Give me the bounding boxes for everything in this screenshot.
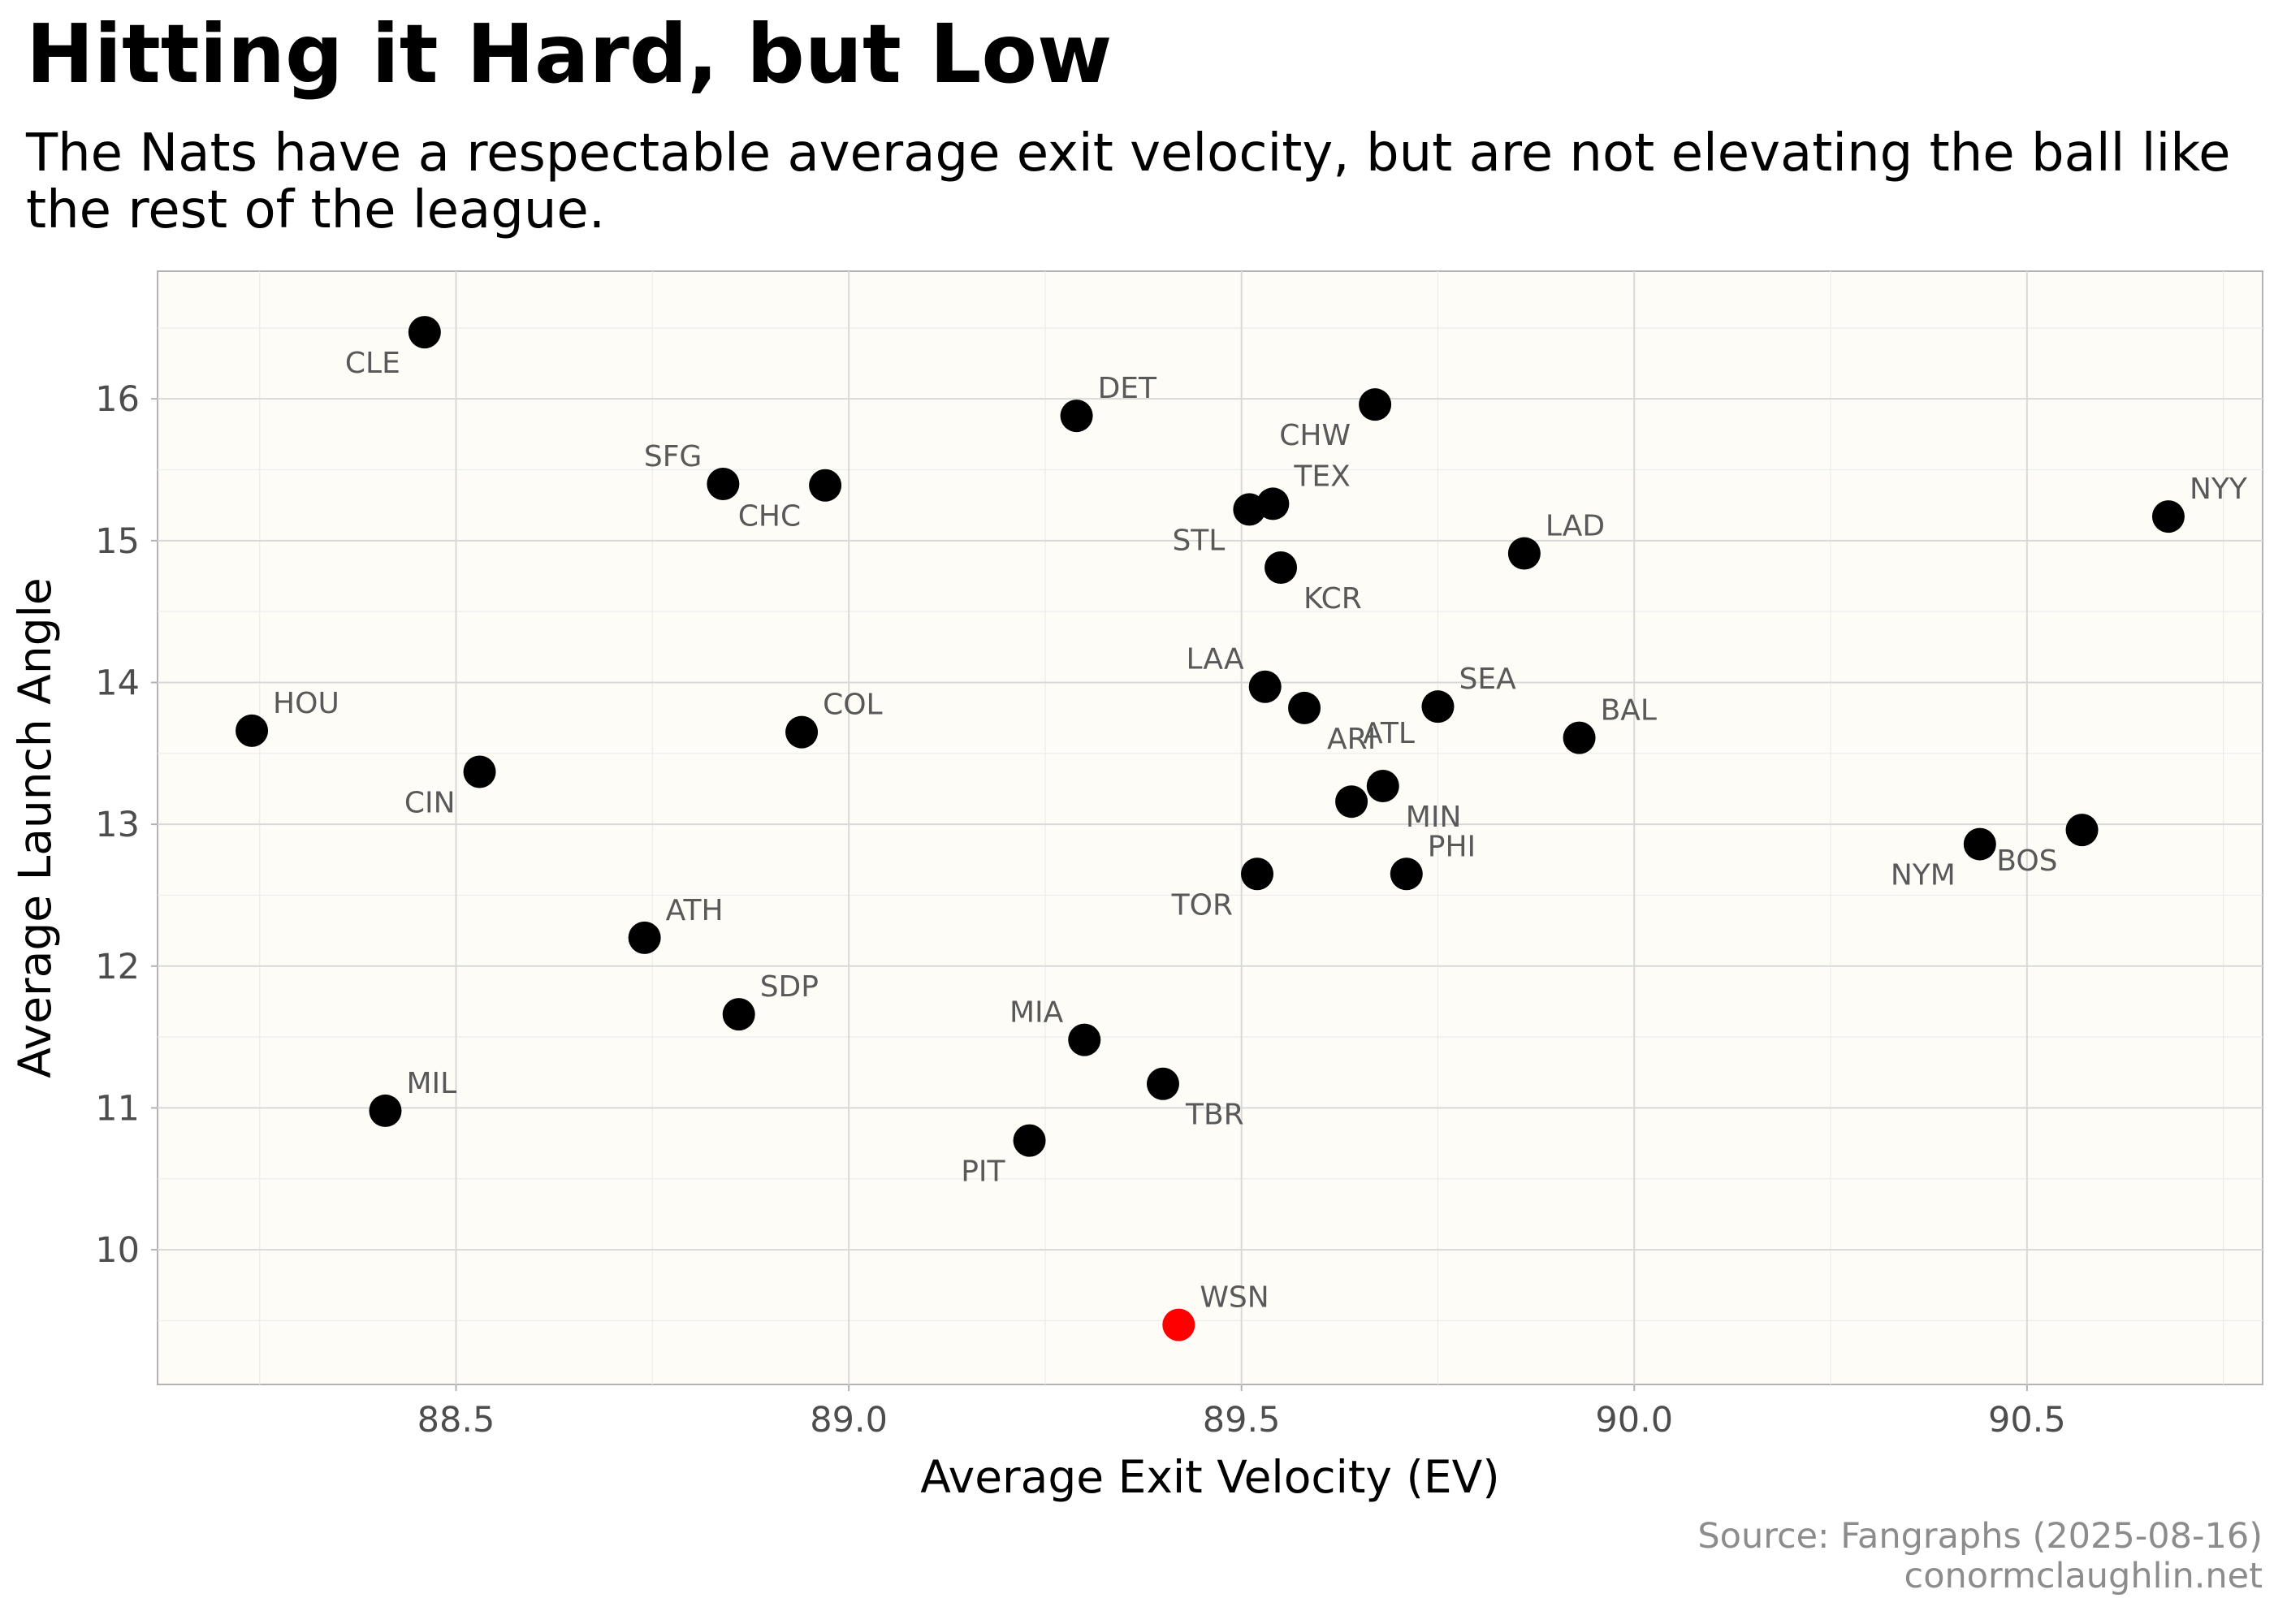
x-tick-label: 89.0 bbox=[810, 1400, 888, 1440]
point-hou bbox=[236, 714, 269, 747]
site-credit: conormclaughlin.net bbox=[1904, 1556, 2263, 1597]
point-tor bbox=[1241, 857, 1274, 891]
point-mil bbox=[369, 1094, 402, 1127]
point-nym bbox=[1963, 827, 1996, 861]
grid bbox=[158, 271, 2263, 1384]
point-ari bbox=[1288, 691, 1321, 724]
point-col bbox=[785, 715, 819, 749]
point-ath bbox=[628, 921, 661, 954]
y-axis-title: Average Launch Angle bbox=[9, 577, 61, 1078]
label-chc: CHC bbox=[738, 500, 801, 533]
point-laa bbox=[1248, 670, 1282, 703]
chart-title: Hitting it Hard, but Low bbox=[26, 6, 1113, 102]
label-mia: MIA bbox=[1009, 996, 1064, 1030]
point-chc bbox=[809, 469, 842, 502]
y-tick-label: 12 bbox=[95, 947, 140, 987]
point-bal bbox=[1563, 721, 1596, 754]
point-bos bbox=[2065, 814, 2099, 847]
point-det bbox=[1060, 400, 1093, 433]
x-tick-label: 88.5 bbox=[417, 1400, 495, 1440]
label-tor: TOR bbox=[1171, 888, 1233, 922]
label-chw: CHW bbox=[1279, 419, 1351, 452]
plot-panel bbox=[157, 270, 2263, 1385]
point-labels: CLE DET CHW SFG CHC TEX STL NYY LAD KCR LAA SEA ARI H… bbox=[273, 347, 2248, 1315]
point-wsn bbox=[1162, 1308, 1195, 1341]
label-tex: TEX bbox=[1293, 460, 1350, 493]
label-hou: HOU bbox=[273, 687, 339, 720]
label-det: DET bbox=[1098, 372, 1157, 405]
axis-ticks: 88.5 89.0 89.5 90.0 90.5 10 11 12 13 14 15 16 bbox=[95, 379, 2065, 1440]
label-sfg: SFG bbox=[644, 440, 702, 473]
label-mil: MIL bbox=[406, 1067, 456, 1100]
label-sea: SEA bbox=[1459, 663, 1516, 696]
label-wsn: WSN bbox=[1200, 1281, 1269, 1315]
plot-background bbox=[157, 270, 2263, 1385]
x-tick-label: 90.5 bbox=[1988, 1400, 2066, 1440]
point-sdp bbox=[722, 998, 755, 1031]
point-cle bbox=[408, 316, 441, 349]
point-kcr bbox=[1265, 551, 1298, 585]
label-cle: CLE bbox=[345, 347, 400, 380]
point-cin bbox=[463, 755, 496, 788]
point-phi bbox=[1390, 857, 1423, 891]
label-bos: BOS bbox=[1996, 844, 2057, 878]
label-stl: STL bbox=[1172, 524, 1225, 557]
point-sfg bbox=[707, 467, 740, 500]
label-atl: ATL bbox=[1363, 717, 1415, 750]
chart-subtitle: The Nats have a respectable average exit… bbox=[26, 123, 2231, 241]
point-chw bbox=[1359, 388, 1392, 421]
y-tick-label: 16 bbox=[95, 379, 140, 420]
x-tick-label: 90.0 bbox=[1595, 1400, 1673, 1440]
source-note: Source: Fangraphs (2025-08-16) bbox=[1697, 1516, 2263, 1557]
label-pit: PIT bbox=[961, 1155, 1005, 1189]
y-tick-label: 14 bbox=[95, 663, 140, 703]
point-tbr bbox=[1146, 1067, 1179, 1100]
label-phi: PHI bbox=[1428, 830, 1476, 863]
point-atl bbox=[1335, 785, 1368, 818]
y-tick-label: 10 bbox=[95, 1230, 140, 1271]
point-pit bbox=[1013, 1124, 1046, 1157]
label-ath: ATH bbox=[666, 894, 724, 927]
point-stl bbox=[1233, 493, 1266, 526]
label-nyy: NYY bbox=[2190, 473, 2248, 506]
label-kcr: KCR bbox=[1303, 582, 1362, 615]
label-ari: ARI bbox=[1327, 723, 1376, 756]
label-lad: LAD bbox=[1546, 510, 1605, 543]
y-tick-label: 15 bbox=[95, 521, 140, 562]
label-col: COL bbox=[823, 689, 883, 722]
label-cin: CIN bbox=[404, 787, 456, 820]
point-sea bbox=[1421, 690, 1455, 723]
label-sdp: SDP bbox=[760, 970, 819, 1004]
label-min: MIN bbox=[1406, 801, 1462, 834]
data-points bbox=[236, 316, 2185, 1341]
y-tick-label: 11 bbox=[95, 1088, 140, 1129]
point-mia bbox=[1068, 1023, 1101, 1056]
label-bal: BAL bbox=[1601, 694, 1657, 728]
y-tick-label: 13 bbox=[95, 805, 140, 845]
x-tick-label: 89.5 bbox=[1203, 1400, 1281, 1440]
point-min bbox=[1366, 769, 1399, 802]
label-tbr: TBR bbox=[1185, 1099, 1244, 1132]
point-lad bbox=[1507, 537, 1541, 570]
point-nyy bbox=[2151, 500, 2185, 533]
label-laa: LAA bbox=[1187, 643, 1245, 676]
caption: Source: Fangraphs (2025-08-16) conormcla… bbox=[1697, 1516, 2263, 1597]
x-axis-title: Average Exit Velocity (EV) bbox=[920, 1451, 1500, 1503]
label-nym: NYM bbox=[1891, 859, 1956, 892]
